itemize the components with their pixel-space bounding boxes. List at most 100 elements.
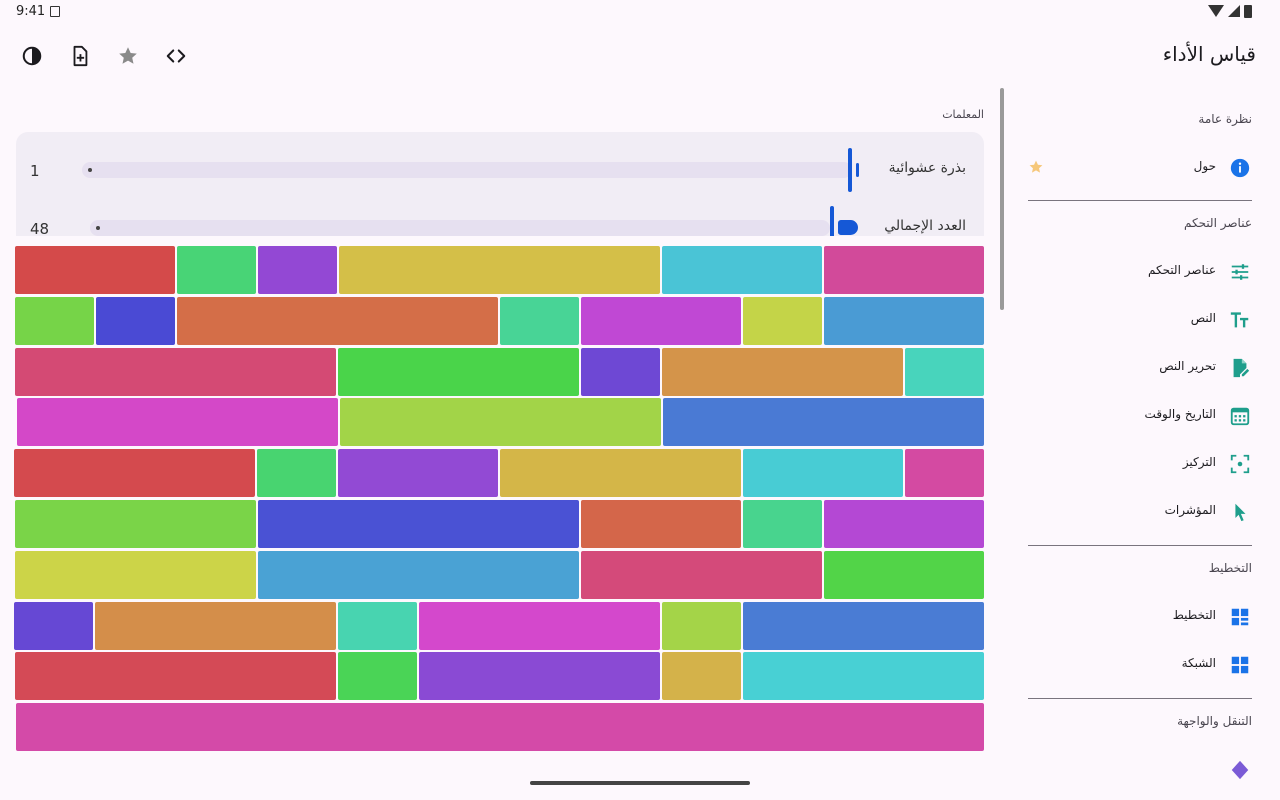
seed-slider-end bbox=[856, 163, 859, 177]
divider bbox=[1028, 200, 1252, 201]
tile bbox=[662, 601, 741, 650]
tile bbox=[15, 550, 256, 599]
sidebar-item-text[interactable]: النص bbox=[1028, 300, 1252, 340]
battery-icon bbox=[1244, 5, 1252, 18]
sidebar-item-label: تحرير النص bbox=[1159, 359, 1216, 373]
status-bar: 9:41 bbox=[0, 0, 1280, 24]
tile bbox=[338, 601, 417, 650]
sidebar-item-text-editing[interactable]: تحرير النص bbox=[1028, 348, 1252, 388]
tile bbox=[258, 246, 337, 294]
tile bbox=[15, 347, 336, 396]
tile bbox=[743, 296, 822, 345]
sidebar-item-navigation[interactable] bbox=[1028, 750, 1252, 790]
top-app-bar: قياس الأداء bbox=[0, 32, 1280, 80]
tile bbox=[338, 347, 579, 396]
calendar-icon bbox=[1228, 404, 1252, 428]
tile bbox=[581, 347, 660, 396]
signal-icon bbox=[1228, 5, 1240, 17]
wifi-icon bbox=[1208, 5, 1224, 17]
sidebar-item-label: الشبكة bbox=[1181, 656, 1216, 670]
page-title: قياس الأداء bbox=[1162, 42, 1256, 66]
tile bbox=[419, 652, 660, 701]
seed-slider-thumb[interactable] bbox=[848, 148, 852, 192]
tile bbox=[824, 296, 984, 345]
tile bbox=[338, 449, 498, 498]
total-label: العدد الإجمالي bbox=[884, 218, 966, 234]
tile bbox=[15, 296, 94, 345]
sidebar-item-controls[interactable]: عناصر التحكم bbox=[1028, 252, 1252, 292]
sidebar-item-label: التركيز bbox=[1182, 455, 1216, 469]
sidebar-scrollbar[interactable] bbox=[1000, 88, 1004, 310]
sidebar-item-layout[interactable]: التخطيط bbox=[1028, 597, 1252, 637]
params-card: 1 بذرة عشوائية 48 العدد الإجمالي bbox=[16, 132, 984, 236]
section-controls: عناصر التحكم bbox=[1183, 216, 1252, 230]
tile bbox=[581, 500, 741, 548]
tile bbox=[340, 398, 661, 447]
tile bbox=[743, 449, 903, 498]
tile bbox=[824, 550, 984, 599]
tile bbox=[905, 347, 984, 396]
tune-icon bbox=[1228, 260, 1252, 284]
tile bbox=[663, 398, 984, 447]
tile bbox=[500, 449, 741, 498]
sidebar-item-label: التاريخ والوقت bbox=[1144, 407, 1216, 421]
sim-icon bbox=[50, 6, 60, 17]
tile bbox=[177, 296, 498, 345]
sidebar-item-grid[interactable]: الشبكة bbox=[1028, 645, 1252, 685]
sidebar: نظرة عامة حول عناصر التحكم عناصر التحكم … bbox=[1000, 88, 1280, 800]
seed-slider[interactable] bbox=[82, 162, 852, 178]
total-slider-active bbox=[838, 220, 858, 235]
tile bbox=[258, 550, 579, 599]
total-slider-thumb[interactable] bbox=[830, 206, 834, 236]
theme-toggle-button[interactable] bbox=[8, 32, 56, 80]
tile bbox=[581, 550, 822, 599]
sidebar-item-label: حول bbox=[1193, 159, 1216, 173]
tile bbox=[95, 601, 336, 650]
add-file-icon bbox=[73, 45, 88, 67]
sidebar-item-label: عناصر التحكم bbox=[1147, 263, 1216, 277]
status-time: 9:41 bbox=[16, 4, 46, 19]
sidebar-item-about[interactable]: حول bbox=[1028, 148, 1252, 188]
home-indicator[interactable] bbox=[530, 781, 750, 785]
tile bbox=[905, 449, 984, 498]
sidebar-item-focus[interactable]: التركيز bbox=[1028, 444, 1252, 484]
tile bbox=[743, 500, 822, 548]
tile bbox=[15, 246, 175, 294]
sidebar-item-label: المؤشرات bbox=[1164, 503, 1216, 517]
seed-value: 1 bbox=[30, 162, 40, 180]
view-code-button[interactable] bbox=[152, 32, 200, 80]
section-overview: نظرة عامة bbox=[1198, 112, 1252, 126]
sidebar-item-label: النص bbox=[1190, 311, 1216, 325]
section-layout: التخطيط bbox=[1208, 561, 1252, 575]
diamond-icon bbox=[1228, 758, 1252, 782]
tile bbox=[824, 500, 984, 548]
tile bbox=[257, 449, 336, 498]
favorite-button[interactable] bbox=[104, 32, 152, 80]
new-file-button[interactable] bbox=[56, 32, 104, 80]
tile bbox=[662, 347, 903, 396]
sidebar-item-date-time[interactable]: التاريخ والوقت bbox=[1028, 396, 1252, 436]
tile bbox=[96, 296, 175, 345]
tile bbox=[500, 296, 579, 345]
seed-label: بذرة عشوائية bbox=[888, 160, 966, 176]
tile bbox=[338, 652, 417, 701]
tile bbox=[177, 246, 256, 294]
grid-icon bbox=[1228, 653, 1252, 677]
tile bbox=[339, 246, 660, 294]
tile bbox=[824, 246, 984, 294]
sidebar-item-label: التخطيط bbox=[1172, 608, 1216, 622]
tile bbox=[17, 398, 338, 447]
sidebar-item-pointers[interactable]: المؤشرات bbox=[1028, 492, 1252, 532]
favorite-star-icon bbox=[1028, 159, 1044, 179]
total-value: 48 bbox=[30, 220, 50, 236]
code-icon bbox=[166, 49, 186, 63]
total-slider[interactable] bbox=[90, 220, 830, 236]
slider-tick bbox=[96, 226, 100, 230]
tile bbox=[662, 652, 741, 701]
tile bbox=[743, 652, 984, 701]
tile bbox=[14, 449, 255, 498]
divider bbox=[1028, 698, 1252, 699]
pointer-icon bbox=[1228, 500, 1252, 524]
tile bbox=[14, 601, 93, 650]
info-icon bbox=[1228, 156, 1252, 180]
